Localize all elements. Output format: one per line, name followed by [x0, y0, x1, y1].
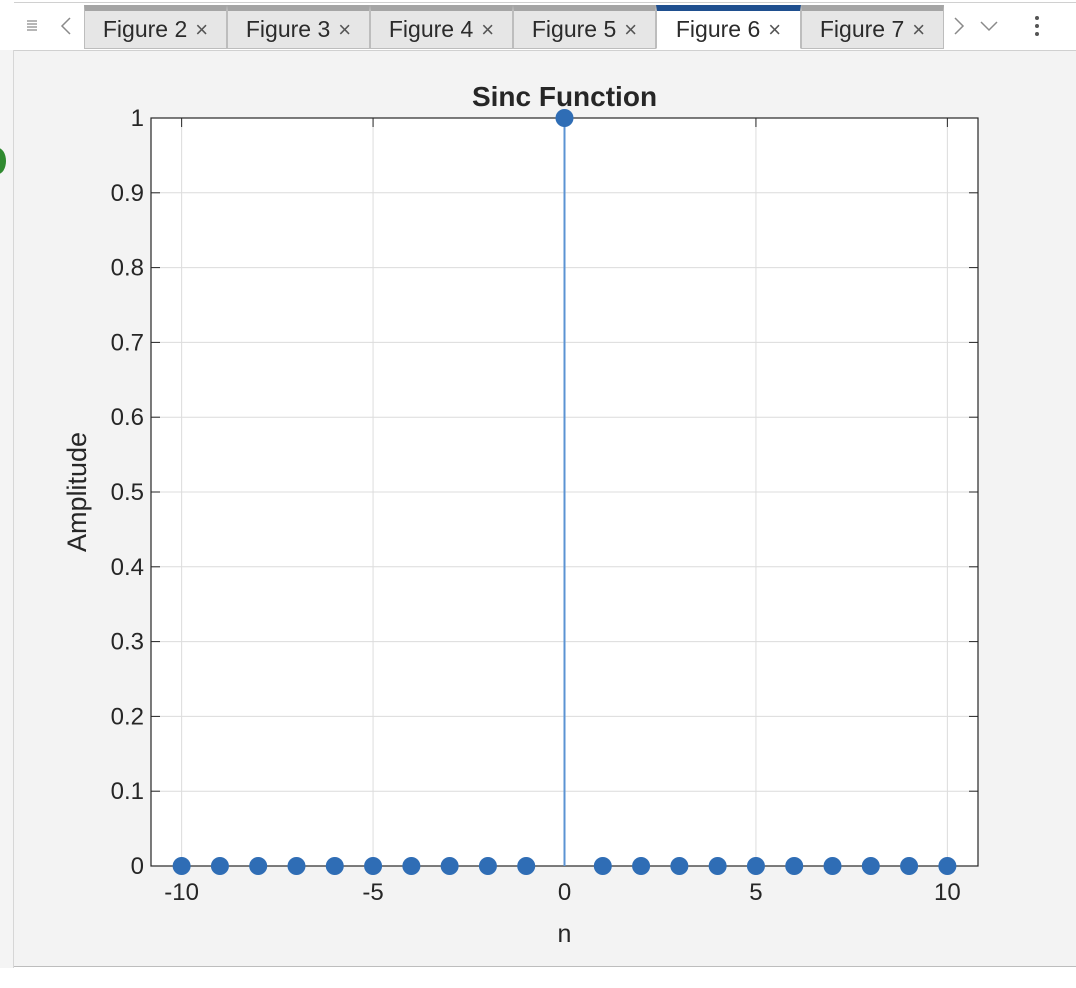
- stem-marker: [900, 857, 919, 875]
- y-tick-label: 0.5: [111, 479, 144, 506]
- stem-marker: [478, 857, 497, 875]
- y-tick-label: 0.3: [111, 629, 144, 656]
- y-tick-label: 0.8: [111, 255, 144, 282]
- x-tick-label: -5: [362, 879, 383, 906]
- stem-marker: [210, 857, 229, 875]
- x-tick-label: 5: [749, 879, 762, 906]
- chevron-down-icon[interactable]: [976, 3, 1002, 49]
- close-icon[interactable]: ×: [768, 16, 782, 42]
- close-icon[interactable]: ×: [195, 16, 209, 42]
- stem-marker: [555, 109, 574, 127]
- chevron-left-icon[interactable]: [52, 3, 80, 49]
- tab-label: Figure 6: [675, 16, 761, 42]
- stem-marker: [325, 857, 344, 875]
- tab-label: Figure 2: [102, 16, 188, 42]
- x-tick-label: 10: [934, 879, 961, 906]
- stem-marker: [440, 857, 459, 875]
- tab-label: Figure 7: [819, 16, 905, 42]
- close-icon[interactable]: ×: [338, 16, 352, 42]
- stem-marker: [249, 857, 268, 875]
- stem-marker: [708, 857, 727, 875]
- chart-title: Sinc Function: [472, 81, 657, 112]
- stem-marker: [823, 857, 842, 875]
- x-axis-label: n: [558, 920, 572, 948]
- left-panel-strip: [0, 50, 14, 968]
- figure-tab-bar: Figure 2 × Figure 3 × Figure 4 × Figure 5 × Figu…: [14, 2, 1076, 50]
- y-tick-label: 0.4: [111, 554, 144, 581]
- tab-figure-6[interactable]: Figure 6 ×: [656, 5, 801, 49]
- y-tick-label: 0.6: [111, 404, 144, 431]
- tab-label: Figure 3: [245, 16, 331, 42]
- y-tick-label: 0.7: [111, 329, 144, 356]
- stem-marker: [593, 857, 612, 875]
- tab-label: Figure 4: [388, 16, 474, 42]
- stem-marker: [632, 857, 651, 875]
- tab-figure-4[interactable]: Figure 4 ×: [370, 5, 513, 49]
- more-options-icon[interactable]: [1026, 3, 1048, 49]
- tab-label: Figure 5: [531, 16, 617, 42]
- y-tick-label: 0.2: [111, 703, 144, 730]
- menu-icon[interactable]: [20, 3, 44, 49]
- stem-marker: [670, 857, 689, 875]
- stem-marker: [402, 857, 421, 875]
- stem-marker: [785, 857, 804, 875]
- y-tick-label: 0.1: [111, 778, 144, 805]
- tab-figure-2[interactable]: Figure 2 ×: [84, 5, 227, 49]
- tab-figure-5[interactable]: Figure 5 ×: [513, 5, 656, 49]
- tab-figure-7[interactable]: Figure 7 ×: [801, 5, 944, 49]
- x-tick-label: -10: [164, 879, 199, 906]
- stem-marker: [938, 857, 957, 875]
- y-axis-label: Amplitude: [62, 432, 92, 552]
- stem-marker: [287, 857, 306, 875]
- close-icon[interactable]: ×: [624, 16, 638, 42]
- y-tick-label: 1: [131, 105, 144, 132]
- tab-figure-3[interactable]: Figure 3 ×: [227, 5, 370, 49]
- stem-marker: [517, 857, 536, 875]
- chevron-right-icon[interactable]: [948, 3, 970, 49]
- stem-marker: [172, 857, 191, 875]
- stem-marker: [746, 857, 765, 875]
- stem-marker: [364, 857, 383, 875]
- y-tick-label: 0: [131, 853, 144, 880]
- y-tick-label: 0.9: [111, 180, 144, 207]
- close-icon[interactable]: ×: [481, 16, 495, 42]
- x-tick-label: 0: [558, 879, 571, 906]
- status-bar: [14, 966, 1076, 988]
- status-indicator-icon: [0, 148, 6, 174]
- close-icon[interactable]: ×: [912, 16, 926, 42]
- stem-marker: [861, 857, 880, 875]
